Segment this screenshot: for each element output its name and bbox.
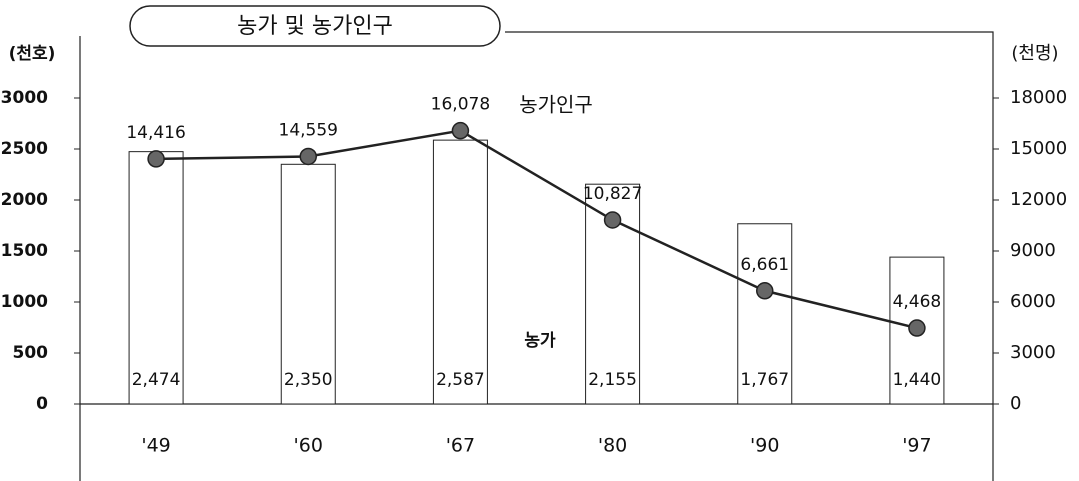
line-value-label: 4,468 (893, 292, 942, 312)
chart-title: 농가 및 농가인구 (237, 14, 393, 39)
y2-tick-label: 15000 (1010, 138, 1067, 159)
y2-tick-label: 0 (1010, 393, 1021, 414)
line-point (756, 282, 774, 300)
y-tick-label: 3000 (1, 88, 48, 108)
y2-tick-label: 12000 (1010, 189, 1067, 210)
bar (432, 139, 488, 405)
y-tick-label: 1500 (1, 241, 48, 261)
line-value-label: 14,416 (126, 123, 185, 143)
line (156, 129, 918, 330)
series-label: 농가인구 (519, 93, 593, 117)
y-tick-label: 1000 (1, 292, 48, 312)
x-tick-label: '90 (750, 435, 779, 457)
y2-tick-label: 9000 (1010, 240, 1056, 261)
y2-tick-label: 3000 (1010, 342, 1056, 363)
x-tick-label: '97 (902, 435, 931, 457)
bar-value-label: 2,155 (588, 370, 637, 390)
frame (79, 31, 994, 481)
line-value-label: 10,827 (583, 184, 642, 204)
bar-value-label: 2,474 (132, 370, 181, 390)
bar-value-label: 1,440 (893, 370, 942, 390)
y-tick-label: 500 (13, 343, 49, 363)
bar (128, 151, 184, 405)
x-tick-label: '49 (141, 435, 170, 457)
line-point (451, 121, 470, 140)
y-tick-label: 2000 (1, 190, 48, 210)
line-point (299, 147, 317, 166)
bar (280, 163, 336, 405)
bar-value-label: 2,587 (436, 370, 485, 390)
y2-tick-label: 6000 (1010, 291, 1056, 312)
x-tick-label: '67 (446, 435, 475, 457)
y-tick-label: 0 (36, 394, 48, 414)
x-tick-label: '80 (598, 435, 627, 457)
line-point (147, 150, 165, 168)
line-point (603, 211, 622, 229)
bar-value-label: 1,767 (740, 370, 789, 390)
bar (737, 223, 793, 405)
title-box (129, 5, 501, 47)
y2-axis-label: (천명) (1011, 43, 1058, 64)
line-value-label: 16,078 (431, 95, 490, 115)
line-value-label: 14,559 (279, 120, 338, 140)
line-point (908, 319, 926, 337)
x-tick-label: '60 (294, 435, 323, 457)
series-label: 농가 (524, 331, 556, 351)
y2-tick-label: 18000 (1010, 87, 1067, 108)
y-axis-label: (천호) (9, 44, 56, 64)
bar-value-label: 2,350 (284, 370, 333, 390)
y-tick-label: 2500 (1, 139, 48, 159)
line-value-label: 6,661 (740, 255, 789, 275)
